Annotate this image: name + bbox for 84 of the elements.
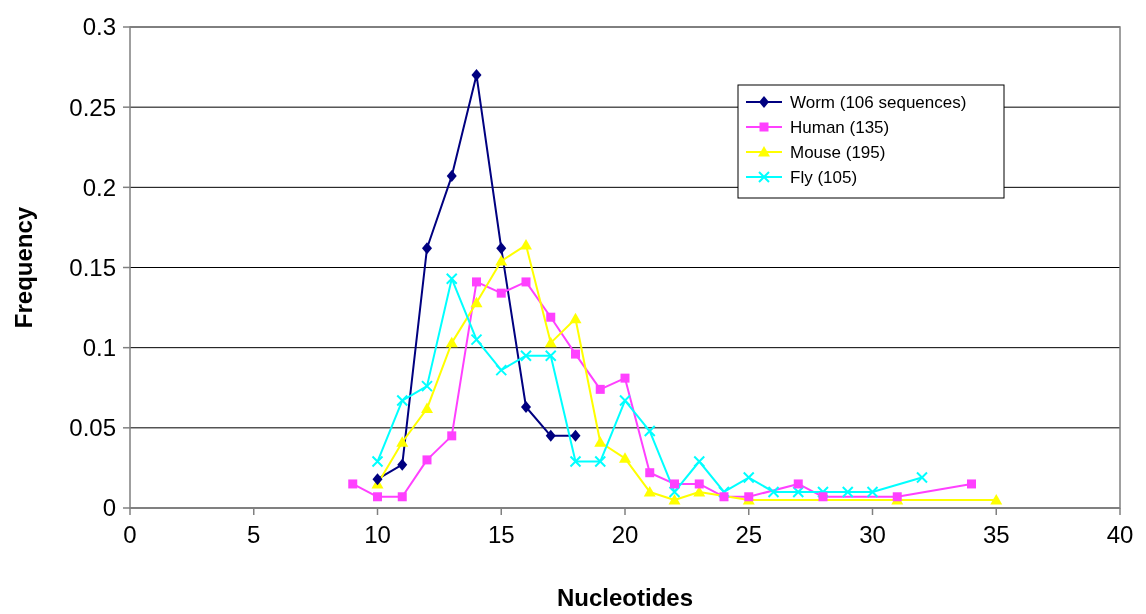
y-tick-label: 0.3 [82,13,116,41]
point [571,349,580,359]
point [421,402,433,414]
point [396,436,409,447]
y-tick-label: 0.2 [82,173,116,201]
point [545,429,556,442]
point [496,288,506,298]
legend-label: Worm (106 sequences) [790,92,967,112]
point [546,312,556,322]
point [520,349,532,362]
point [569,455,582,468]
point [645,468,655,478]
point [447,431,457,441]
x-tick-label: 20 [611,521,639,548]
y-tick-label: 0.15 [69,253,116,281]
x-axis-title: Nucleotides [556,584,694,611]
point [817,485,829,498]
y-tick-label: 0 [102,494,116,522]
point [521,400,531,413]
point [569,312,582,324]
x-tick-label: 25 [735,521,763,548]
point [544,336,557,348]
point [619,394,631,407]
x-tick-label: 40 [1106,521,1134,548]
x-tick-label: 35 [982,521,1010,548]
point [693,455,706,468]
x-tick-label: 30 [859,521,886,548]
point [841,485,854,498]
legend-label: Mouse (195) [790,142,886,162]
point [668,485,681,498]
point [619,452,631,463]
point [372,473,383,486]
point [670,479,679,489]
point [521,277,531,287]
point [643,485,656,497]
point [594,455,607,468]
point [866,485,879,498]
point [620,373,630,383]
point [793,479,803,489]
point [792,485,805,498]
point [967,479,976,489]
y-axis-title: Frequency [10,206,37,329]
point [446,170,457,183]
point [348,479,358,489]
legend-label: Fly (105) [790,167,858,187]
point [472,277,481,287]
point [668,493,681,505]
point [445,336,458,348]
point [594,436,607,447]
legend-label: Human (135) [790,117,890,137]
x-tick-label: 15 [487,521,515,548]
y-tick-label: 0.1 [82,334,116,362]
point [570,429,581,442]
y-tick-label: 0.05 [69,414,116,442]
point [371,455,384,468]
x-tick-label: 10 [364,521,391,548]
point [818,492,828,502]
point [422,242,432,255]
point [471,69,482,82]
point [422,455,432,465]
point [767,485,780,498]
point [520,239,532,250]
x-tick-label: 5 [247,521,261,548]
point [373,492,382,502]
point [694,479,704,489]
y-tick-label: 0.25 [69,93,116,121]
point [495,364,508,377]
point [396,394,409,407]
point [495,255,508,266]
point [470,296,483,308]
point [397,492,407,502]
point [643,425,656,438]
point [719,492,729,502]
point [595,384,605,394]
point [470,333,483,346]
point [990,493,1003,505]
point [544,349,557,362]
point [397,458,408,471]
point [445,272,458,285]
point [742,471,755,484]
x-tick-label: 0 [123,521,137,548]
point [916,471,928,484]
point [496,242,507,255]
point [421,380,433,393]
